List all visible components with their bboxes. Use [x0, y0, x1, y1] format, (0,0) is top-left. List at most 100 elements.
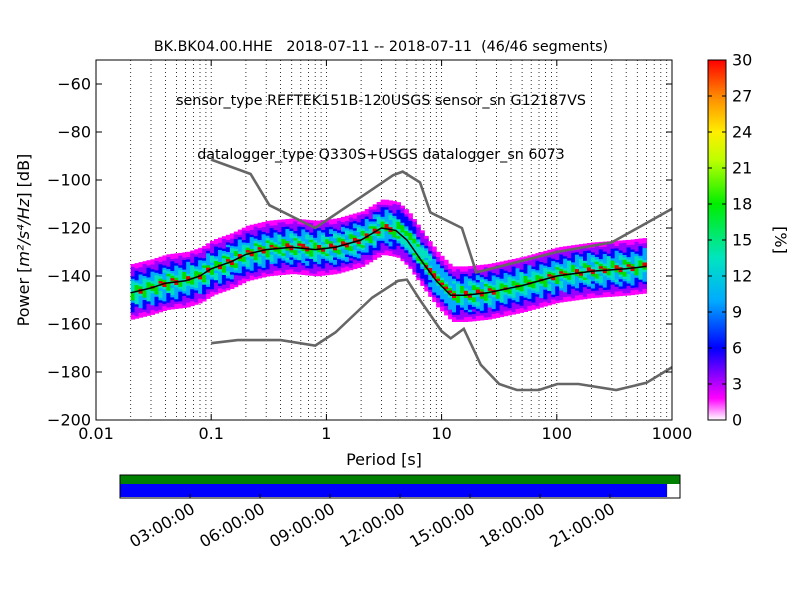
heatmap-cell	[372, 254, 378, 258]
heatmap-cell	[198, 257, 203, 261]
heatmap-cell	[610, 286, 616, 290]
heatmap-cell	[408, 234, 413, 238]
heatmap-cell	[150, 271, 155, 275]
heatmap-cell	[249, 277, 255, 281]
heatmap-cell	[368, 228, 374, 232]
heatmap-cell	[154, 289, 159, 292]
heatmap-cell	[594, 249, 600, 253]
heatmap-cell	[412, 267, 417, 270]
heatmap-cell	[543, 258, 548, 261]
heatmap-cell	[309, 251, 314, 255]
heatmap-cell	[360, 228, 366, 231]
heatmap-cell	[448, 316, 453, 320]
heatmap-cell	[396, 202, 401, 205]
heatmap-cell	[467, 302, 473, 305]
heatmap-cell	[253, 235, 259, 239]
heatmap-cell	[630, 277, 636, 281]
heatmap-cell	[571, 264, 576, 268]
heatmap-cell	[297, 252, 302, 256]
heatmap-cell	[499, 283, 505, 286]
heatmap-cell	[527, 269, 532, 273]
heatmap-cell	[281, 260, 286, 263]
heatmap-cell	[495, 271, 501, 275]
heatmap-cell	[487, 299, 493, 303]
heatmap-cell	[241, 258, 247, 262]
heatmap-cell	[598, 292, 604, 296]
heatmap-cell	[138, 300, 144, 304]
heatmap-cell	[436, 266, 441, 269]
heatmap-cell	[452, 273, 457, 277]
heatmap-cell	[638, 264, 643, 268]
heatmap-cell	[337, 234, 342, 238]
heatmap-cell	[598, 282, 604, 286]
timeline-tick-label: 12:00:00	[336, 499, 408, 551]
heatmap-cell	[297, 223, 302, 227]
heatmap-cell	[610, 260, 616, 264]
heatmap-cell	[622, 240, 628, 243]
heatmap-cell	[567, 250, 572, 254]
heatmap-cell	[579, 248, 584, 252]
heatmap-cell	[511, 311, 517, 315]
heatmap-cell	[214, 275, 219, 278]
heatmap-cell	[559, 299, 564, 303]
heatmap-cell	[352, 261, 358, 265]
heatmap-cell	[396, 207, 401, 210]
heatmap-cell	[257, 237, 263, 240]
heatmap-cell	[499, 271, 505, 274]
heatmap-cell	[388, 205, 394, 208]
heatmap-cell	[321, 268, 326, 271]
heatmap-cell	[190, 255, 195, 259]
heatmap-cell	[392, 227, 397, 231]
heatmap-cell	[218, 280, 223, 284]
heatmap-cell	[166, 263, 171, 267]
heatmap-cell	[166, 273, 171, 277]
heatmap-cell	[344, 263, 350, 267]
heatmap-cell	[408, 254, 413, 257]
heatmap-cell	[329, 219, 334, 222]
heatmap-cell	[594, 271, 600, 274]
heatmap-cell	[138, 314, 144, 318]
heatmap-cell	[463, 278, 469, 282]
heatmap-cell	[424, 247, 429, 251]
heatmap-cell	[602, 246, 608, 250]
heatmap-cell	[408, 227, 413, 231]
heatmap-cell	[344, 251, 350, 255]
heatmap-cell	[333, 242, 338, 246]
heatmap-cell	[293, 230, 298, 234]
heatmap-cell	[317, 237, 322, 241]
heatmap-cell	[317, 256, 322, 260]
heatmap-cell	[277, 219, 282, 223]
heatmap-cell	[479, 291, 485, 294]
heatmap-cell	[257, 268, 263, 272]
heatmap-cell	[384, 221, 390, 225]
heatmap-cell	[174, 267, 179, 271]
heatmap-cell	[265, 242, 271, 246]
heatmap-cell	[329, 236, 334, 239]
heatmap-cell	[194, 280, 199, 284]
heatmap-cell	[249, 258, 255, 262]
heatmap-cell	[186, 283, 191, 286]
noise-models	[210, 158, 672, 392]
heatmap-cell	[269, 270, 274, 274]
heatmap-cell	[348, 231, 354, 235]
heatmap-cell	[507, 274, 513, 277]
heatmap-cell	[265, 264, 271, 267]
heatmap-cell	[178, 291, 183, 295]
heatmap-cell	[146, 296, 151, 299]
heatmap-cell	[515, 294, 520, 297]
heatmap-cell	[523, 285, 528, 288]
heatmap-cell	[329, 248, 334, 251]
heatmap-cell	[265, 225, 271, 229]
heatmap-cell	[456, 314, 461, 318]
heatmap-cell	[253, 264, 259, 268]
heatmap-cell	[154, 286, 159, 290]
heatmap-cell	[182, 281, 187, 284]
heatmap-cell	[206, 267, 211, 271]
heatmap-cell	[630, 270, 636, 274]
heatmap-cell	[202, 269, 207, 273]
heatmap-cell	[194, 282, 199, 286]
heatmap-cell	[166, 302, 171, 306]
heatmap-cell	[634, 284, 639, 288]
heatmap-cell	[277, 267, 282, 271]
heatmap-cell	[241, 234, 247, 238]
